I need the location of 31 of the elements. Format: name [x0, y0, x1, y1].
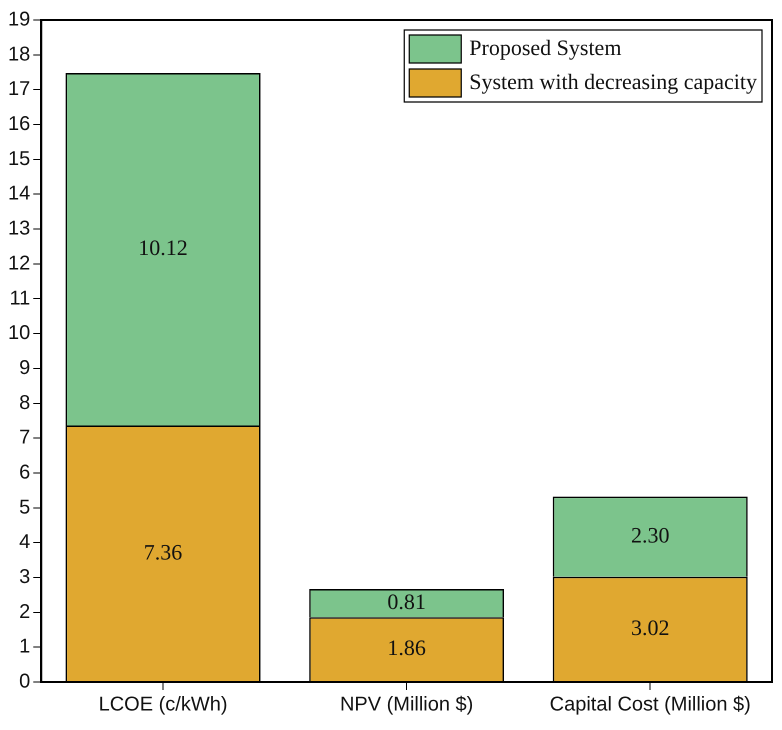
- y-tick-label: 17: [8, 78, 30, 100]
- y-tick-label: 4: [19, 531, 30, 554]
- y-tick-label: 2: [19, 600, 30, 623]
- text: 10.12: [138, 235, 188, 260]
- y-tick-label: 6: [19, 461, 30, 484]
- text: 2.30: [630, 522, 670, 548]
- text: 3.02: [630, 614, 670, 640]
- y-tick-label: 12: [8, 252, 30, 274]
- y-tick-label: 16: [8, 113, 30, 136]
- text: 1.86: [387, 635, 426, 660]
- y-tick-label: 13: [8, 218, 30, 240]
- y-tick-label: 18: [8, 43, 30, 66]
- text: 7.36: [144, 539, 182, 564]
- y-tick-label: 10: [8, 322, 30, 344]
- y-tick-label: 3: [19, 566, 30, 588]
- y-tick-label: 1: [19, 636, 30, 658]
- x-tick-label: Capital Cost (Million $): [550, 694, 751, 716]
- x-tick-label: NPV (Million $): [340, 694, 474, 716]
- y-tick-label: 11: [9, 287, 30, 310]
- y-tick-label: 8: [19, 392, 30, 414]
- y-tick-label: 9: [19, 356, 30, 379]
- text: 0.81: [387, 588, 426, 614]
- y-tick-label: 0: [19, 670, 30, 693]
- y-tick-label: 15: [8, 148, 30, 170]
- legend-label: Proposed System: [469, 34, 622, 60]
- y-tick-label: 19: [8, 8, 30, 31]
- y-tick-label: 7: [19, 426, 30, 449]
- legend-label: System with decreasing capacity: [469, 68, 758, 94]
- x-tick-label: LCOE (c/kWh): [98, 694, 228, 716]
- y-tick-label: 14: [8, 182, 30, 205]
- y-tick-label: 5: [19, 496, 30, 518]
